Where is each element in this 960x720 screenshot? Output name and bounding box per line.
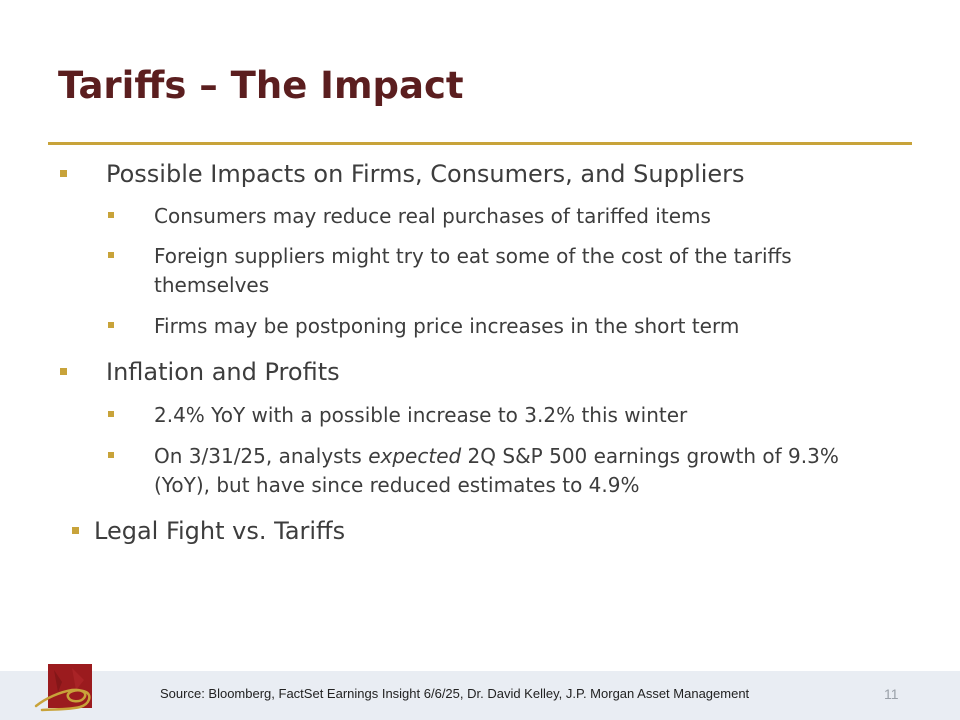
footer-bar	[0, 671, 960, 720]
square-bullet-icon	[72, 527, 79, 534]
earnings-line1-post: 2Q S&P 500 earnings growth of 9.3%	[461, 444, 839, 468]
square-bullet-icon	[108, 252, 114, 258]
earnings-line2: (YoY), but have since reduced estimates …	[154, 473, 640, 497]
square-bullet-icon	[60, 368, 67, 375]
square-bullet-icon	[108, 322, 114, 328]
bullet-possible-impacts: Possible Impacts on Firms, Consumers, an…	[106, 160, 745, 188]
earnings-line1-emphasis: expected	[368, 444, 462, 468]
square-bullet-icon	[108, 452, 114, 458]
source-citation: Source: Bloomberg, FactSet Earnings Insi…	[160, 686, 750, 701]
square-bullet-icon	[60, 170, 67, 177]
sub-bullet-inflation-yoy: 2.4% YoY with a possible increase to 3.2…	[154, 403, 688, 427]
page-number: 11	[884, 686, 899, 702]
college-logo-icon	[34, 664, 92, 712]
earnings-line1-pre: On 3/31/25, analysts	[154, 444, 369, 468]
square-bullet-icon	[108, 411, 114, 417]
sub-bullet-earnings-growth: On 3/31/25, analysts expected 2Q S&P 500…	[154, 442, 914, 500]
slide-title: Tariffs – The Impact	[58, 64, 464, 107]
bullet-legal-fight: Legal Fight vs. Tariffs	[94, 517, 346, 545]
sub-bullet-consumers: Consumers may reduce real purchases of t…	[154, 204, 711, 228]
sub-bullet-foreign-suppliers-line2: themselves	[154, 273, 270, 297]
title-divider	[48, 142, 912, 145]
bullet-inflation-profits: Inflation and Profits	[106, 358, 340, 386]
sub-bullet-foreign-suppliers-line1: Foreign suppliers might try to eat some …	[154, 244, 792, 268]
sub-bullet-foreign-suppliers: Foreign suppliers might try to eat some …	[154, 242, 914, 300]
sub-bullet-firms: Firms may be postponing price increases …	[154, 314, 740, 338]
square-bullet-icon	[108, 212, 114, 218]
